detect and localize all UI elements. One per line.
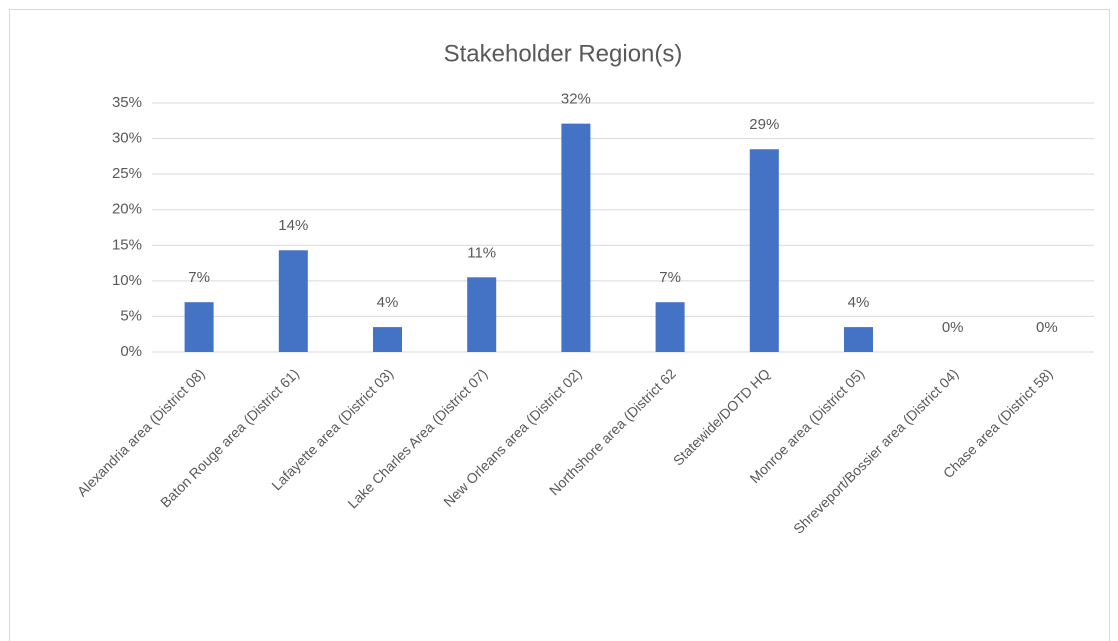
value-label: 0% (942, 319, 964, 336)
y-tick-label: 25% (112, 165, 142, 182)
value-label: 4% (848, 294, 870, 311)
y-tick-label: 30% (112, 130, 142, 147)
bar (844, 327, 873, 352)
bar (373, 327, 402, 352)
y-tick-label: 5% (120, 307, 142, 324)
y-tick-label: 35% (112, 94, 142, 111)
y-tick-label: 0% (120, 343, 142, 360)
bar (561, 123, 591, 352)
value-label: 29% (749, 116, 779, 133)
value-label: 0% (1036, 319, 1058, 336)
bar (655, 302, 685, 352)
value-label: 7% (659, 269, 681, 286)
y-tick-label: 15% (112, 236, 142, 253)
bar (467, 277, 497, 352)
bar (278, 250, 308, 352)
value-label: 7% (188, 269, 210, 286)
bar (749, 149, 779, 352)
value-label: 4% (377, 294, 399, 311)
value-label: 11% (467, 244, 496, 261)
chart-title: Stakeholder Region(s) (444, 40, 683, 67)
y-tick-label: 10% (112, 272, 142, 289)
bar (184, 302, 214, 352)
y-tick-label: 20% (112, 201, 142, 218)
value-label: 14% (278, 217, 308, 234)
value-label: 32% (561, 91, 591, 108)
